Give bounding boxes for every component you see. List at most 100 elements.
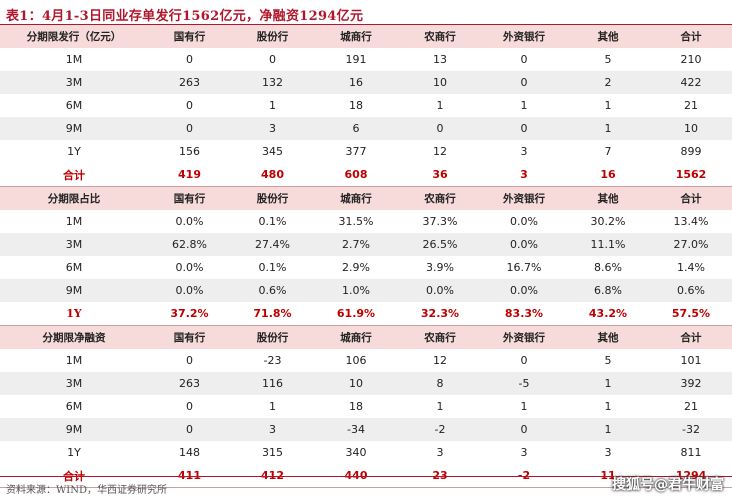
total-label: 1Y xyxy=(0,302,148,326)
table-cell: 26.5% xyxy=(398,233,482,256)
table-row: 1M 0 -23 106 12 0 5 101 xyxy=(0,349,732,372)
total-cell: 440 xyxy=(314,464,398,488)
table-cell: 0.0% xyxy=(482,279,566,302)
table-cell: 210 xyxy=(650,48,732,71)
table-cell: 0 xyxy=(482,117,566,140)
table-cell: 0.0% xyxy=(398,279,482,302)
row-label: 分期限净融资 xyxy=(0,325,148,349)
total-row: 合计 411 412 440 23 -2 11 1294 xyxy=(0,464,732,488)
column-header: 城商行 xyxy=(314,25,398,48)
table-cell: 1.0% xyxy=(314,279,398,302)
total-cell: 16 xyxy=(566,163,650,187)
table-cell: 1 xyxy=(482,395,566,418)
table-cell: 0.1% xyxy=(231,210,314,233)
table-cell: 7 xyxy=(566,140,650,163)
table-cell: 0 xyxy=(482,48,566,71)
table-cell: 2.9% xyxy=(314,256,398,279)
table-row: 9M 0 3 -34 -2 0 1 -32 xyxy=(0,418,732,441)
column-header: 合计 xyxy=(650,186,732,210)
table-cell: 21 xyxy=(650,395,732,418)
table-cell: 12 xyxy=(398,349,482,372)
table-cell: 0 xyxy=(148,48,231,71)
section-header-row: 分期限净融资 国有行 股份行 城商行 农商行 外资银行 其他 合计 xyxy=(0,325,732,349)
table-cell: 1 xyxy=(566,418,650,441)
table-cell: 106 xyxy=(314,349,398,372)
total-cell: 608 xyxy=(314,163,398,187)
table-cell: 5 xyxy=(566,48,650,71)
table-cell: 1 xyxy=(566,117,650,140)
table-cell: 30.2% xyxy=(566,210,650,233)
table-cell: 148 xyxy=(148,441,231,464)
table-cell: 263 xyxy=(148,372,231,395)
total-cell: 61.9% xyxy=(314,302,398,326)
column-header: 国有行 xyxy=(148,25,231,48)
row-label: 1Y xyxy=(0,140,148,163)
table-cell: 899 xyxy=(650,140,732,163)
table-cell: 10 xyxy=(314,372,398,395)
column-header: 农商行 xyxy=(398,325,482,349)
total-cell: 71.8% xyxy=(231,302,314,326)
table-cell: -2 xyxy=(398,418,482,441)
total-cell: 3 xyxy=(482,163,566,187)
table-cell: 811 xyxy=(650,441,732,464)
table-cell: 5 xyxy=(566,349,650,372)
column-header: 国有行 xyxy=(148,325,231,349)
table-cell: 0.0% xyxy=(482,210,566,233)
table-cell: 6.8% xyxy=(566,279,650,302)
row-label: 分期限占比 xyxy=(0,186,148,210)
table-cell: 422 xyxy=(650,71,732,94)
column-header: 农商行 xyxy=(398,25,482,48)
table-row: 9M 0.0% 0.6% 1.0% 0.0% 0.0% 6.8% 0.6% xyxy=(0,279,732,302)
table-cell: -32 xyxy=(650,418,732,441)
total-cell: 36 xyxy=(398,163,482,187)
table-cell: 10 xyxy=(650,117,732,140)
table-row: 1M 0 0 191 13 0 5 210 xyxy=(0,48,732,71)
table-cell: 315 xyxy=(231,441,314,464)
table-cell: 0 xyxy=(148,94,231,117)
row-label: 分期限发行（亿元） xyxy=(0,25,148,48)
row-label: 6M xyxy=(0,94,148,117)
table-cell: 1 xyxy=(231,395,314,418)
table-cell: 1 xyxy=(398,395,482,418)
table-cell: -23 xyxy=(231,349,314,372)
title-divider xyxy=(0,24,732,25)
total-row: 合计 419 480 608 36 3 16 1562 xyxy=(0,163,732,187)
total-cell: 11 xyxy=(566,464,650,488)
table-cell: 16 xyxy=(314,71,398,94)
table-cell: 3 xyxy=(231,418,314,441)
total-cell: 32.3% xyxy=(398,302,482,326)
total-cell: 411 xyxy=(148,464,231,488)
column-header: 农商行 xyxy=(398,186,482,210)
column-header: 其他 xyxy=(566,186,650,210)
table-cell: 3 xyxy=(398,441,482,464)
issuance-table: 分期限发行（亿元） 国有行 股份行 城商行 农商行 外资银行 其他 合计 1M 0 0 191 13 0 5… xyxy=(0,25,732,488)
table-cell: 0 xyxy=(482,349,566,372)
column-header: 股份行 xyxy=(231,25,314,48)
table-cell: 1 xyxy=(482,94,566,117)
table-cell: 0 xyxy=(482,418,566,441)
table-cell: 116 xyxy=(231,372,314,395)
row-label: 9M xyxy=(0,117,148,140)
table-cell: 6 xyxy=(314,117,398,140)
table-cell: 3 xyxy=(482,140,566,163)
table-row: 3M 263 116 10 8 -5 1 392 xyxy=(0,372,732,395)
table-cell: 191 xyxy=(314,48,398,71)
total-label: 合计 xyxy=(0,464,148,488)
table-cell: 1 xyxy=(398,94,482,117)
total-cell: 1562 xyxy=(650,163,732,187)
row-label: 9M xyxy=(0,418,148,441)
total-cell: 83.3% xyxy=(482,302,566,326)
table-cell: 18 xyxy=(314,94,398,117)
row-label: 3M xyxy=(0,372,148,395)
table-cell: 13 xyxy=(398,48,482,71)
total-cell: 412 xyxy=(231,464,314,488)
table-row: 3M 62.8% 27.4% 2.7% 26.5% 0.0% 11.1% 27.0% xyxy=(0,233,732,256)
table-cell: 16.7% xyxy=(482,256,566,279)
column-header: 外资银行 xyxy=(482,186,566,210)
row-label: 6M xyxy=(0,395,148,418)
table-cell: 3 xyxy=(482,441,566,464)
table-cell: 156 xyxy=(148,140,231,163)
column-header: 合计 xyxy=(650,325,732,349)
table-cell: 8 xyxy=(398,372,482,395)
source-divider xyxy=(0,476,732,477)
